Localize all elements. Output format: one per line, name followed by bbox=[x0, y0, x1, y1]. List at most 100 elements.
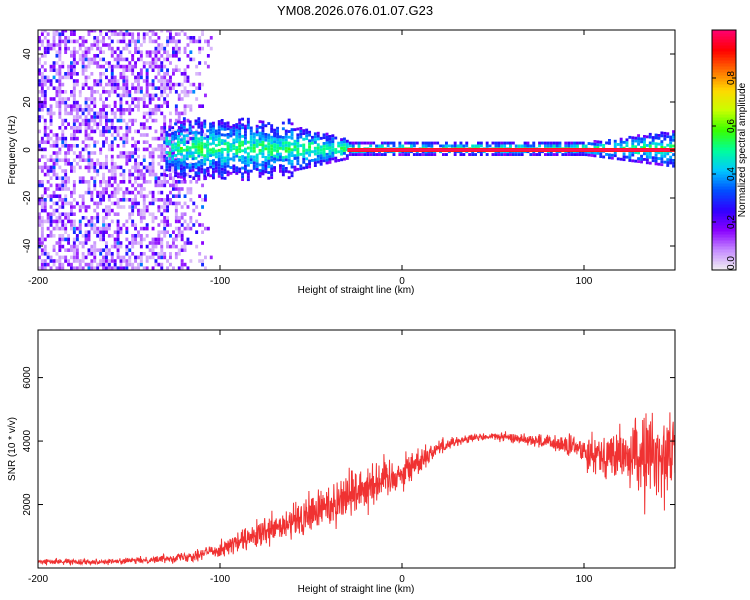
spectrogram-cell bbox=[52, 244, 56, 249]
spectrogram-cell bbox=[99, 122, 103, 126]
spectrogram-cell bbox=[587, 150, 591, 154]
spectrogram-cell bbox=[148, 201, 152, 206]
spectrogram-cell bbox=[38, 140, 41, 144]
spectrogram-cell bbox=[116, 190, 120, 195]
spectrogram-cell bbox=[142, 176, 146, 180]
spectrogram-cell bbox=[154, 104, 158, 108]
spectrogram-cell bbox=[142, 32, 146, 36]
spectrogram-cell bbox=[293, 168, 297, 172]
spectrogram-cell bbox=[67, 97, 71, 101]
spectrogram-cell bbox=[328, 140, 332, 144]
spectrogram-cell bbox=[619, 143, 623, 147]
spectrogram-cell bbox=[49, 43, 53, 47]
spectrogram-cell bbox=[188, 131, 192, 135]
spectrogram-cell bbox=[151, 194, 155, 198]
spectrogram-cell bbox=[75, 201, 79, 206]
spectrogram-cell bbox=[281, 164, 285, 168]
spectrogram-cell bbox=[131, 201, 135, 206]
spectrogram-cell bbox=[87, 187, 91, 191]
spectrogram-cell bbox=[331, 134, 335, 138]
spectrogram-cell bbox=[185, 163, 189, 166]
spectrogram-cell bbox=[107, 144, 111, 148]
spectrogram-cell bbox=[61, 212, 65, 216]
spectrogram-cell bbox=[38, 144, 41, 148]
spectrogram-cell bbox=[192, 133, 196, 137]
spectrogram-cell bbox=[305, 163, 309, 166]
spectrogram-cell bbox=[232, 147, 236, 151]
spectrogram-cell bbox=[169, 176, 172, 180]
spectrogram-cell bbox=[157, 223, 161, 227]
spectrogram-cell bbox=[113, 190, 117, 195]
spectrogram-cell bbox=[119, 118, 123, 123]
spectrogram-cell bbox=[64, 162, 68, 166]
spectrogram-cell bbox=[67, 187, 71, 191]
spectrogram-cell bbox=[188, 152, 192, 155]
spectrogram-cell bbox=[322, 150, 326, 154]
spectrogram-cell bbox=[119, 180, 123, 184]
spectrogram-cell bbox=[497, 144, 501, 148]
spectrogram-cell bbox=[203, 168, 207, 172]
spectrogram-cell bbox=[137, 230, 140, 234]
spectrogram-cell bbox=[246, 120, 250, 124]
spectrogram-cell bbox=[93, 248, 97, 252]
spectrogram-cell bbox=[139, 75, 143, 80]
spectrogram-cell bbox=[172, 187, 175, 191]
spectrogram-cell bbox=[479, 144, 483, 148]
spectrogram-cell bbox=[151, 266, 155, 270]
spectrogram-cell bbox=[209, 255, 213, 260]
spectrogram-cell bbox=[226, 156, 230, 159]
spectrogram-cell bbox=[58, 54, 62, 58]
spectrogram-cell bbox=[131, 64, 135, 69]
spectrogram-cell bbox=[154, 54, 158, 58]
spectrogram-cell bbox=[151, 237, 155, 242]
spectrogram-cell bbox=[102, 100, 106, 105]
spectrogram-cell bbox=[311, 138, 314, 142]
spectrogram-cell bbox=[93, 162, 97, 166]
spectrogram-cell bbox=[180, 124, 183, 127]
spectrogram-cell bbox=[188, 154, 192, 158]
spectrogram-cell bbox=[581, 141, 585, 145]
spectrogram-cell bbox=[195, 86, 199, 90]
spectrogram-cell bbox=[255, 130, 259, 134]
spectrogram-cell bbox=[337, 159, 341, 162]
spectrogram-cell bbox=[72, 212, 76, 216]
spectrogram-cell bbox=[52, 259, 56, 263]
spectrogram-cell bbox=[183, 180, 187, 184]
spectrogram-cell bbox=[64, 198, 68, 202]
spectrogram-cell bbox=[128, 176, 132, 180]
spectrogram-cell bbox=[125, 43, 129, 47]
spectrogram-cell bbox=[78, 230, 82, 234]
spectrogram-cell bbox=[90, 226, 94, 231]
spectrogram-cell bbox=[284, 146, 288, 150]
spectrogram-cell bbox=[182, 120, 186, 123]
spectrogram-cell bbox=[316, 149, 320, 152]
spectrogram-cell bbox=[105, 115, 108, 119]
spectrogram-cell bbox=[232, 141, 236, 145]
spectrogram-cell bbox=[174, 252, 178, 256]
spectrogram-cell bbox=[105, 259, 108, 263]
spectrogram-cell bbox=[105, 244, 108, 249]
spectrogram-cell bbox=[186, 237, 190, 242]
spectrogram-cell bbox=[43, 79, 47, 83]
spectrogram-cell bbox=[84, 180, 88, 184]
spectrogram-cell bbox=[229, 143, 233, 146]
spectrogram-cell bbox=[194, 148, 198, 152]
spectrogram-cell bbox=[137, 208, 140, 213]
spectrogram-cell bbox=[214, 161, 218, 164]
spectrogram-cell bbox=[197, 151, 201, 155]
spectrogram-cell bbox=[328, 155, 332, 158]
spectrogram-cell bbox=[177, 163, 180, 167]
spectrogram-cell bbox=[64, 97, 68, 101]
spectrogram-cell bbox=[105, 223, 108, 227]
spectrogram-cell bbox=[637, 157, 641, 161]
spectrogram-cell bbox=[252, 132, 256, 136]
spectrogram-cell bbox=[151, 108, 155, 112]
spectrogram-cell bbox=[78, 259, 82, 263]
spectrogram-cell bbox=[58, 72, 62, 76]
spectrogram-cell bbox=[87, 165, 91, 170]
spectrogram-cell bbox=[49, 108, 53, 112]
spectrogram-cell bbox=[40, 93, 44, 98]
spectrogram-cell bbox=[125, 46, 129, 51]
spectrogram-cell bbox=[185, 151, 189, 155]
spectrogram-cell bbox=[183, 75, 187, 80]
